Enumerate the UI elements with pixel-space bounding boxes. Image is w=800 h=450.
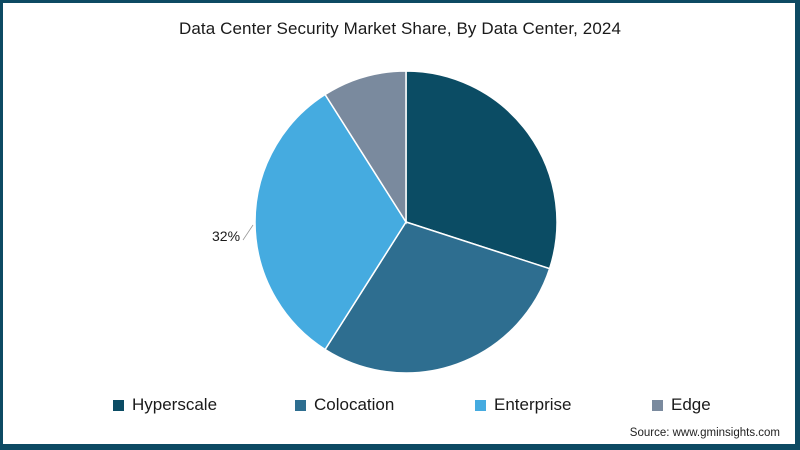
legend-swatch-icon (475, 399, 486, 411)
legend-label: Edge (671, 395, 711, 414)
source-text: Source: www.gminsights.com (629, 427, 780, 439)
legend: Hyperscale Colocation Enterprise Edge (0, 395, 800, 417)
label-leader-line (242, 224, 254, 241)
pie-slices (254, 70, 558, 374)
legend-item-colocation: Colocation (295, 395, 394, 415)
legend-swatch-icon (295, 399, 306, 411)
legend-label: Hyperscale (132, 395, 218, 414)
legend-label: Enterprise (494, 395, 572, 414)
legend-item-enterprise: Enterprise (475, 395, 571, 415)
enterprise-pct-label: 32% (212, 228, 240, 244)
pie-slice-colocation (324, 221, 551, 374)
legend-swatch-icon (113, 399, 124, 411)
pie-slice-hyperscale (405, 70, 558, 270)
legend-label: Colocation (314, 395, 395, 414)
pie-slice-enterprise (254, 93, 407, 351)
pie-slice-edge (324, 70, 407, 225)
legend-item-hyperscale: Hyperscale (113, 395, 217, 415)
legend-item-edge: Edge (652, 395, 711, 415)
legend-swatch-icon (652, 399, 663, 411)
chart-title: Data Center Security Market Share, By Da… (178, 19, 622, 38)
